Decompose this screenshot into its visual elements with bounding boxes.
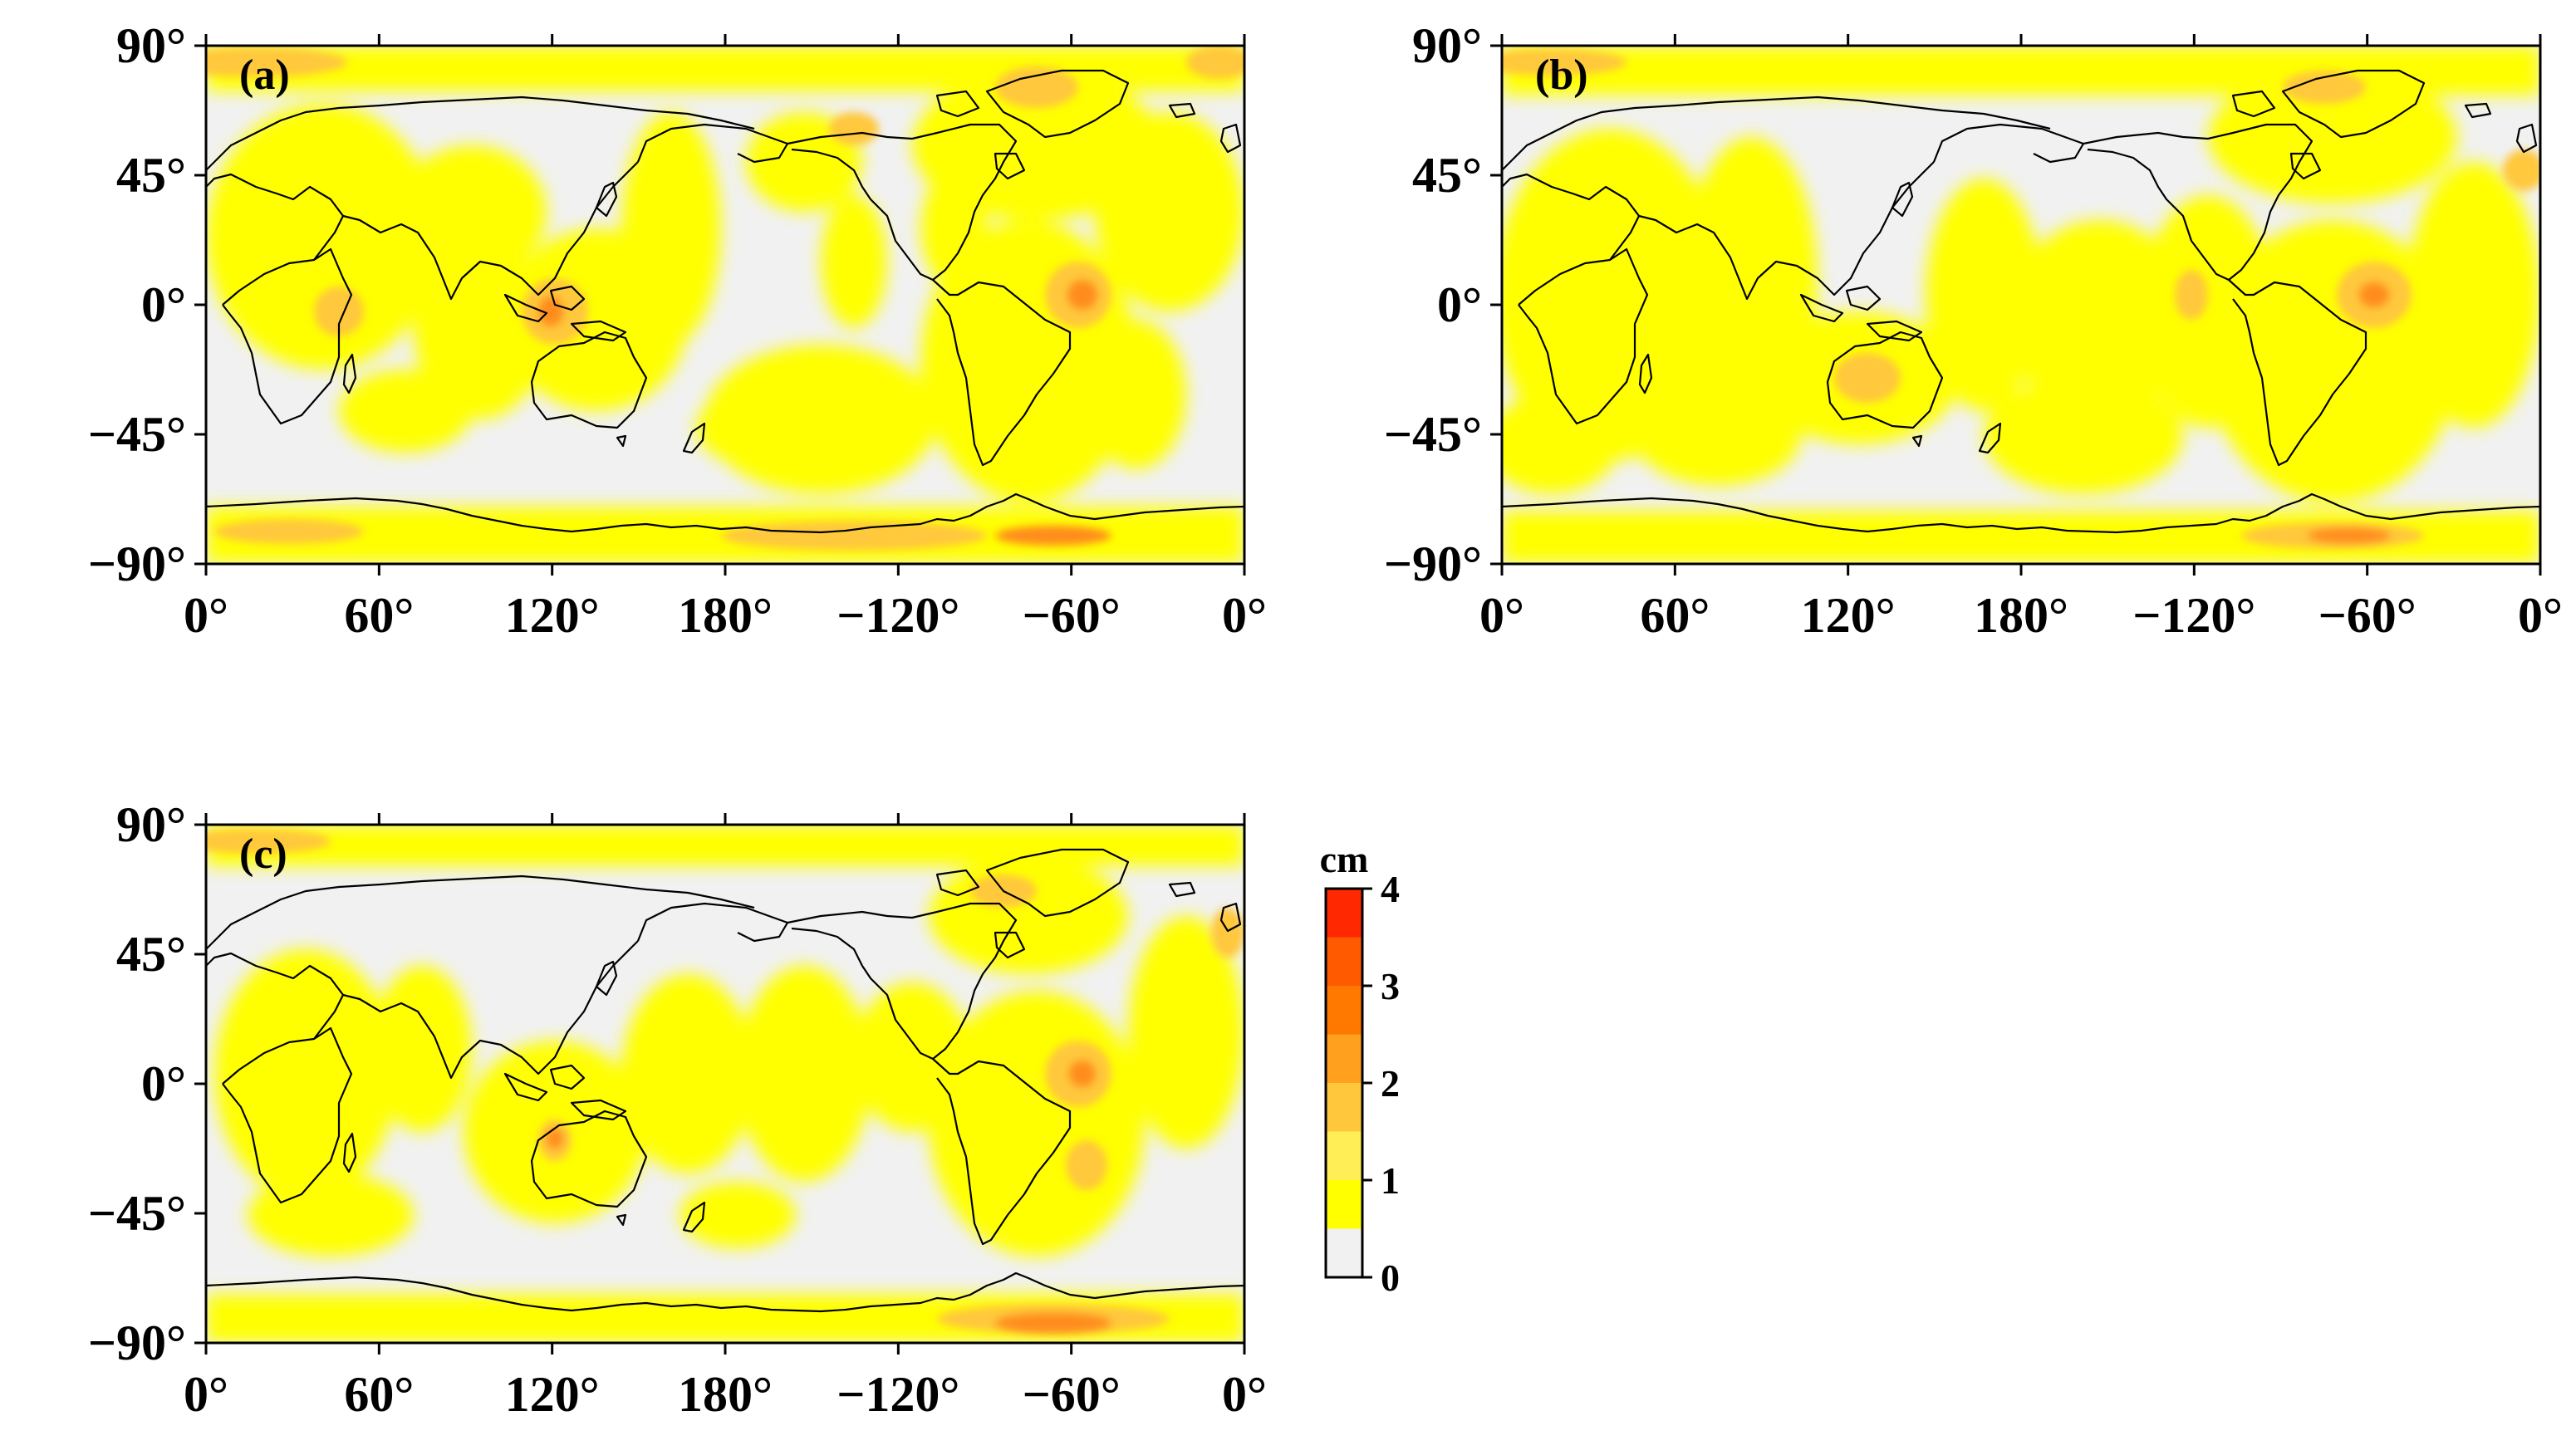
anomaly-field-level-3 — [547, 1061, 1111, 1333]
lat-tick-label: 45° — [1412, 148, 1482, 203]
panel-label: (c) — [239, 830, 287, 878]
lon-tick-label: 60° — [344, 1367, 414, 1422]
map-panel-a: (a) — [204, 44, 1246, 566]
colorbar-step — [1326, 1228, 1362, 1277]
lat-tick-label: −90° — [88, 1315, 186, 1370]
anomaly-field-level-2 — [1502, 49, 2540, 549]
lat-tick-label: 45° — [116, 927, 186, 982]
colorbar: cm 4 3 2 1 0 — [1320, 838, 1400, 1299]
colorbar-tick-label: 4 — [1381, 868, 1400, 910]
lat-tick-label: 0° — [1437, 277, 1482, 332]
anomaly-field-level-3 — [2308, 282, 2391, 543]
map-panel-c: (c) — [204, 823, 1246, 1345]
map-panel-b: (b) — [1500, 44, 2542, 566]
lat-tick-label: −45° — [1384, 407, 1482, 462]
lat-tick-label: 45° — [116, 148, 186, 203]
axes-layer: 90°45°0°−45°−90°0° 60° 120° 180° −120° −60° 0°… — [88, 18, 2563, 1422]
colorbar-step — [1326, 889, 1362, 938]
colorbar-step — [1326, 1131, 1362, 1180]
lat-tick-label: 90° — [1412, 18, 1482, 73]
lon-tick-label: 0° — [2518, 588, 2563, 643]
lon-tick-label: −120° — [2132, 588, 2255, 643]
lon-tick-label: 120° — [505, 1367, 600, 1422]
colorbar-tick-label: 2 — [1381, 1062, 1400, 1105]
colorbar-step — [1326, 937, 1362, 986]
colorbar-tick-label: 0 — [1381, 1257, 1400, 1299]
lon-tick-label: 0° — [1479, 588, 1524, 643]
lat-tick-label: −45° — [88, 407, 186, 462]
lon-tick-label: 120° — [505, 588, 600, 643]
lon-tick-label: −120° — [837, 1367, 959, 1422]
lat-tick-label: 90° — [116, 797, 186, 852]
lat-tick-label: −90° — [1384, 536, 1482, 591]
lon-tick-label: 60° — [344, 588, 414, 643]
lon-tick-label: 120° — [1801, 588, 1896, 643]
colorbar-unit-label: cm — [1320, 838, 1369, 880]
lon-tick-label: −120° — [837, 588, 959, 643]
colorbar-tick-label: 3 — [1381, 965, 1400, 1007]
anomaly-field-level-1 — [206, 46, 1244, 564]
colorbar-ticks: 4 3 2 1 0 — [1362, 868, 1400, 1299]
lon-tick-label: −60° — [1023, 588, 1121, 643]
colorbar-step — [1326, 986, 1362, 1035]
lon-tick-label: 60° — [1640, 588, 1710, 643]
colorbar-step — [1326, 1034, 1362, 1083]
lon-tick-label: −60° — [1023, 1367, 1121, 1422]
colorbar-step — [1326, 1083, 1362, 1132]
lat-tick-label: 90° — [116, 18, 186, 73]
lon-tick-label: 180° — [678, 1367, 773, 1422]
lon-tick-label: 0° — [1222, 588, 1267, 643]
lon-tick-label: 180° — [678, 588, 773, 643]
panel-label: (b) — [1535, 51, 1588, 99]
colorbar-tick-label: 1 — [1381, 1159, 1400, 1202]
lon-tick-label: 0° — [1222, 1367, 1267, 1422]
lat-tick-label: −90° — [88, 536, 186, 591]
panel-label: (a) — [239, 51, 290, 99]
lon-tick-label: 0° — [184, 1367, 228, 1422]
lat-tick-label: −45° — [88, 1186, 186, 1241]
lon-tick-label: 0° — [184, 588, 228, 643]
lon-tick-label: −60° — [2318, 588, 2417, 643]
colorbar-step — [1326, 1180, 1362, 1229]
anomaly-field-level-3 — [538, 280, 1111, 546]
lat-tick-label: 0° — [141, 277, 186, 332]
lat-tick-label: 0° — [141, 1056, 186, 1111]
colorbar-steps — [1326, 889, 1362, 1277]
lon-tick-label: 180° — [1974, 588, 2068, 643]
anomaly-field-level-2 — [206, 46, 1244, 551]
